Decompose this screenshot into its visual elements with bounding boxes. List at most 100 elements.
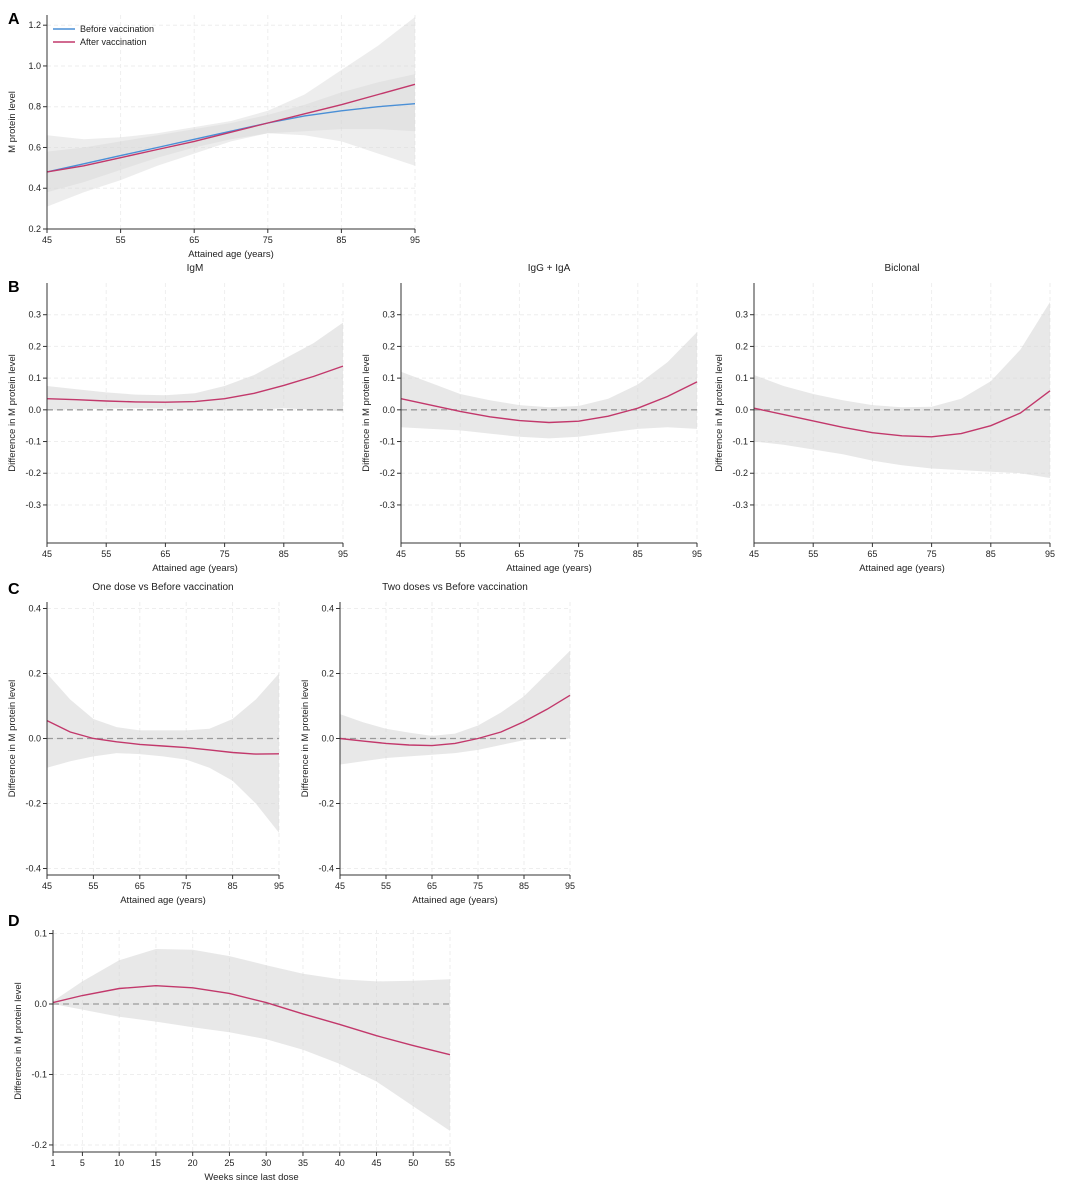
x-tick-label: 95 — [1045, 549, 1055, 559]
series-line-0 — [46, 103, 416, 173]
series-line-0 — [400, 381, 698, 424]
chart-title: IgG + IgA — [528, 263, 571, 274]
x-axis-title: Attained age (years) — [412, 895, 498, 906]
y-tick-label: -0.3 — [379, 500, 395, 510]
y-tick-label: 0.4 — [28, 183, 41, 193]
x-tick-label: 30 — [261, 1158, 271, 1168]
chart-d: D1 5 10 15 20 25 30 35 40 45 50 55-0.2-0.10.00.1Wee… — [8, 913, 455, 1183]
y-tick-label: 0.2 — [735, 341, 748, 351]
x-tick-label: 65 — [867, 549, 877, 559]
x-tick-label: 45 — [749, 549, 759, 559]
y-tick-label: -0.4 — [318, 864, 334, 874]
x-tick-label: 55 — [116, 235, 126, 245]
x-tick-label: 65 — [514, 549, 524, 559]
y-axis-title: Difference in M protein level — [7, 680, 18, 798]
x-tick-label: 25 — [224, 1158, 234, 1168]
y-tick-label: 1.0 — [28, 61, 41, 71]
y-tick-label: -0.1 — [732, 437, 748, 447]
ci-band-0 — [754, 302, 1050, 478]
y-tick-label: -0.3 — [25, 500, 41, 510]
x-tick-label: 55 — [808, 549, 818, 559]
series-line-0 — [52, 984, 451, 1056]
series-line-0 — [46, 365, 344, 403]
legend-label: After vaccination — [80, 37, 147, 47]
x-tick-label: 40 — [335, 1158, 345, 1168]
chart-title: Biclonal — [884, 263, 919, 274]
y-tick-label: 0.0 — [34, 999, 47, 1009]
y-tick-label: -0.2 — [732, 468, 748, 478]
x-axis-title: Attained age (years) — [120, 895, 206, 906]
y-tick-label: 0.3 — [28, 310, 41, 320]
x-tick-label: 85 — [279, 549, 289, 559]
chart-title: One dose vs Before vaccination — [92, 582, 233, 593]
x-tick-label: 85 — [633, 549, 643, 559]
y-tick-label: 0.3 — [382, 310, 395, 320]
chart-c1: C 45 55 65 75 85 95 -0.4 -0.2 0.0 0.2 0.4 Attained a… — [7, 581, 284, 906]
x-tick-label: 65 — [427, 881, 437, 891]
x-tick-label: 75 — [927, 549, 937, 559]
ci-band-0 — [340, 650, 570, 765]
y-tick-label: 0.4 — [28, 604, 41, 614]
y-tick-label: 0.1 — [28, 373, 41, 383]
ci-band-0 — [53, 949, 450, 1131]
y-tick-label: 0.8 — [28, 102, 41, 112]
x-tick-label: 85 — [519, 881, 529, 891]
chart-c2: 45 55 65 75 85 95 -0.4 -0.2 0.0 0.2 0.4 Attained ag… — [300, 582, 575, 906]
x-tick-label: 50 — [408, 1158, 418, 1168]
y-tick-label: 0.6 — [28, 142, 41, 152]
x-tick-label: 5 — [80, 1158, 85, 1168]
x-tick-label: 75 — [574, 549, 584, 559]
y-tick-label: 0.2 — [28, 669, 41, 679]
y-tick-label: -0.3 — [732, 500, 748, 510]
y-axis-title: Difference in M protein level — [300, 680, 311, 798]
x-tick-label: 45 — [42, 881, 52, 891]
x-tick-label: 45 — [335, 881, 345, 891]
x-tick-label: 10 — [114, 1158, 124, 1168]
x-axis-title: Attained age (years) — [188, 249, 274, 260]
x-tick-label: 55 — [445, 1158, 455, 1168]
chart-b2: 45 55 65 75 85 95 -0.3 -0.2 -0.1 0.0 0.1 0.2 0.3 Atta… — [361, 263, 702, 574]
legend: Before vaccination After vaccination — [53, 24, 154, 47]
panel-letter: A — [8, 11, 20, 28]
x-tick-label: 95 — [274, 881, 284, 891]
x-axis-title: Attained age (years) — [152, 563, 238, 574]
y-tick-label: 0.2 — [28, 341, 41, 351]
y-tick-label: 0.2 — [382, 341, 395, 351]
y-tick-label: -0.1 — [25, 437, 41, 447]
chart-b1: B 45 55 65 75 85 95 -0.3 -0.2 -0.1 0.0 0.1 0.2 0.3 Att… — [7, 263, 348, 574]
y-tick-label: -0.2 — [25, 799, 41, 809]
y-tick-label: 0.4 — [321, 604, 334, 614]
series-line-0 — [753, 390, 1051, 438]
series-line-0 — [339, 694, 571, 747]
x-tick-label: 95 — [338, 549, 348, 559]
y-tick-label: 0.3 — [735, 310, 748, 320]
x-axis-title: Attained age (years) — [506, 563, 592, 574]
y-tick-label: 0.0 — [28, 405, 41, 415]
x-tick-label: 35 — [298, 1158, 308, 1168]
panel-letter: D — [8, 913, 20, 930]
y-tick-label: 0.0 — [735, 405, 748, 415]
y-axis-title: Difference in M protein level — [714, 354, 725, 472]
chart-a: A 45 55 65 75 85 95 0.2 0.4 0.6 0.8 1.0 1.2 Attained … — [7, 11, 420, 260]
x-tick-label: 75 — [181, 881, 191, 891]
x-tick-label: 95 — [565, 881, 575, 891]
chart-title: IgM — [187, 263, 204, 274]
x-tick-label: 15 — [151, 1158, 161, 1168]
y-tick-label: 0.2 — [321, 669, 334, 679]
x-tick-label: 55 — [381, 881, 391, 891]
x-tick-label: 45 — [396, 549, 406, 559]
x-tick-label: 75 — [263, 235, 273, 245]
y-tick-label: 1.2 — [28, 20, 41, 30]
x-tick-label: 55 — [101, 549, 111, 559]
legend-label: Before vaccination — [80, 24, 154, 34]
y-tick-label: -0.1 — [379, 437, 395, 447]
panel-letter: B — [8, 279, 20, 296]
x-tick-label: 75 — [473, 881, 483, 891]
y-tick-label: 0.0 — [382, 405, 395, 415]
x-tick-label: 75 — [220, 549, 230, 559]
y-tick-label: 0.0 — [321, 734, 334, 744]
series-line-1 — [46, 83, 416, 173]
y-axis-title: Difference in M protein level — [361, 354, 372, 472]
x-tick-label: 65 — [135, 881, 145, 891]
x-tick-label: 85 — [986, 549, 996, 559]
